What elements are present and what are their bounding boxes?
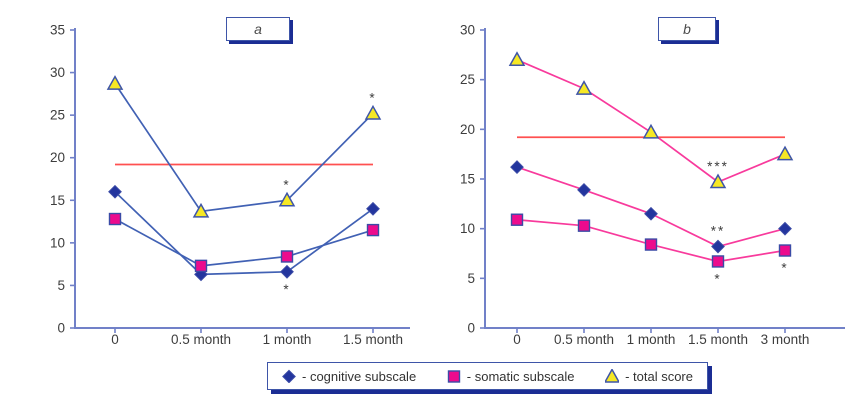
svg-text:35: 35 bbox=[50, 23, 65, 38]
svg-text:30: 30 bbox=[460, 23, 475, 38]
svg-text:15: 15 bbox=[50, 193, 65, 208]
svg-text:1 month: 1 month bbox=[627, 332, 676, 347]
svg-text:*: * bbox=[283, 177, 290, 192]
svg-text:10: 10 bbox=[50, 235, 65, 250]
svg-text:***: *** bbox=[707, 159, 729, 174]
svg-text:1.5 month: 1.5 month bbox=[688, 332, 748, 347]
svg-text:0: 0 bbox=[57, 321, 65, 336]
svg-text:*: * bbox=[781, 261, 788, 276]
svg-text:0.5 month: 0.5 month bbox=[554, 332, 614, 347]
svg-text:20: 20 bbox=[460, 122, 475, 137]
panel-a-label: a bbox=[254, 21, 262, 37]
panel-b-label-box: b bbox=[658, 17, 716, 41]
legend: - cognitive subscale - somatic subscale … bbox=[267, 362, 708, 390]
somatic-square-icon bbox=[447, 370, 460, 383]
legend-label-total: - total score bbox=[625, 368, 693, 384]
svg-text:0: 0 bbox=[111, 332, 119, 347]
cognitive-diamond-icon bbox=[282, 369, 296, 383]
svg-text:3 month: 3 month bbox=[761, 332, 810, 347]
legend-label-cognitive: - cognitive subscale bbox=[302, 368, 417, 384]
panel-b-label: b bbox=[683, 21, 691, 37]
svg-text:25: 25 bbox=[460, 72, 475, 87]
svg-text:0.5 month: 0.5 month bbox=[171, 332, 231, 347]
legend-item-somatic: - somatic subscale bbox=[447, 368, 575, 384]
legend-label-somatic: - somatic subscale bbox=[466, 368, 575, 384]
legend-item-total: - total score bbox=[605, 369, 693, 384]
svg-text:20: 20 bbox=[50, 150, 65, 165]
panel-a-label-box: a bbox=[226, 17, 290, 41]
svg-text:10: 10 bbox=[460, 221, 475, 236]
svg-text:5: 5 bbox=[467, 271, 475, 286]
svg-text:0: 0 bbox=[467, 321, 475, 336]
svg-text:1 month: 1 month bbox=[263, 332, 312, 347]
svg-text:25: 25 bbox=[50, 108, 65, 123]
svg-text:1.5 month: 1.5 month bbox=[343, 332, 403, 347]
legend-item-cognitive: - cognitive subscale bbox=[282, 369, 416, 384]
svg-text:*: * bbox=[369, 90, 376, 105]
svg-text:*: * bbox=[283, 282, 290, 297]
svg-text:0: 0 bbox=[513, 332, 521, 347]
svg-text:*: * bbox=[714, 271, 721, 286]
svg-text:**: ** bbox=[711, 224, 726, 239]
svg-text:5: 5 bbox=[57, 278, 65, 293]
total-triangle-icon bbox=[605, 369, 620, 383]
chart-panel-a: 0 5 10 15 20 25 30 35 0 0.5 month 1 month 1.5 month… bbox=[50, 23, 410, 347]
chart-panel-b: 0 5 10 15 20 25 30 0 0.5 month 1 month 1.5 month 3 … bbox=[460, 23, 845, 347]
svg-text:15: 15 bbox=[460, 172, 475, 187]
svg-text:30: 30 bbox=[50, 65, 65, 80]
